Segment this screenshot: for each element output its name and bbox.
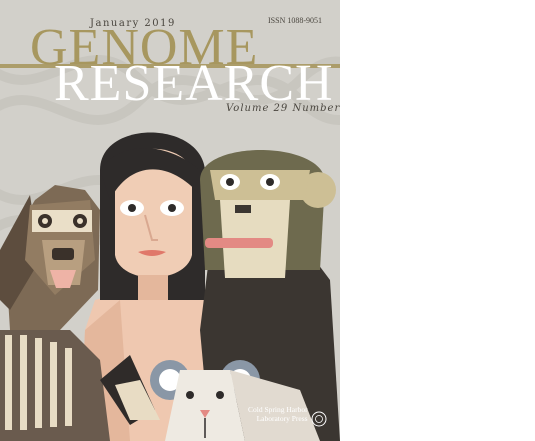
- title-rule: [0, 64, 340, 68]
- journal-title-line2: RESEARCH: [54, 55, 334, 112]
- publisher-logo-icon: [311, 411, 327, 427]
- issn-number: ISSN 1088-9051: [268, 16, 323, 25]
- volume-number: Volume 29 Number 1: [226, 103, 340, 114]
- publisher-line2: Laboratory Press: [256, 414, 308, 423]
- dog-figure: [0, 185, 100, 330]
- cover-illustration: [0, 55, 340, 441]
- mouse-figure: [150, 360, 320, 441]
- publisher-name: Cold Spring Harbor Laboratory Press: [248, 405, 308, 423]
- journal-cover: January 2019 ISSN 1088-9051 GENOME RESEA…: [0, 0, 340, 441]
- armadillo-figure: [0, 330, 160, 441]
- journal-title-line1: GENOME: [30, 19, 259, 76]
- publisher-line1: Cold Spring Harbor: [248, 405, 308, 414]
- issue-date: January 2019: [90, 18, 176, 29]
